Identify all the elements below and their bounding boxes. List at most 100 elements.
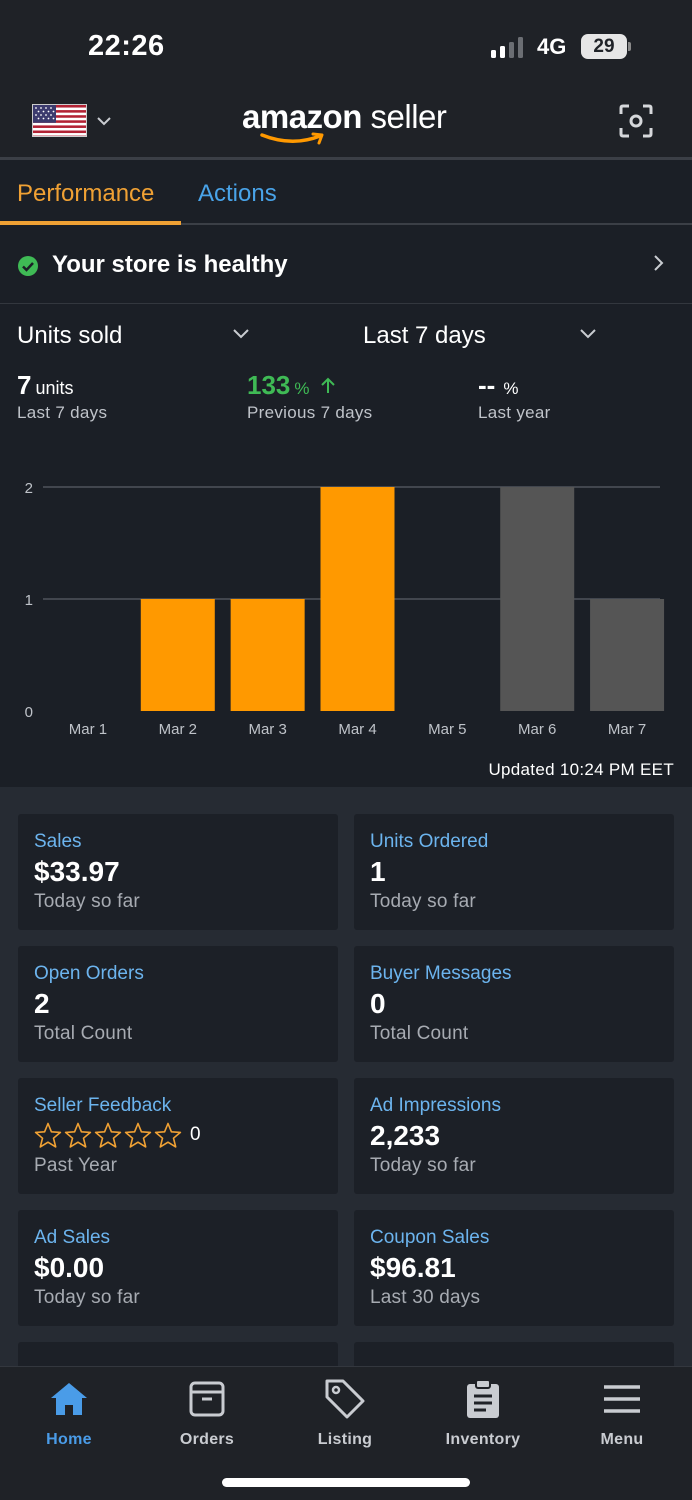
last-year-value: -- (478, 370, 496, 400)
x-tick-label: Mar 1 (69, 721, 107, 738)
tag-icon (295, 1373, 395, 1425)
status-bar: 22:26 4G 29 (0, 0, 692, 92)
chevron-down-icon[interactable] (232, 327, 250, 346)
orders-icon (157, 1373, 257, 1425)
tab-bar: Performance Actions (0, 160, 692, 226)
chevron-down-icon[interactable] (579, 327, 597, 346)
previous-change-value: 133 (247, 370, 291, 400)
y-tick-label: 0 (25, 704, 33, 721)
bar (230, 599, 305, 711)
status-time: 22:26 (88, 30, 165, 62)
card-ad-impressions[interactable]: Ad Impressions 2,233 Today so far (354, 1078, 674, 1194)
tab-performance[interactable]: Performance (17, 180, 155, 207)
card-value: 1 (370, 856, 386, 887)
card-units-ordered[interactable]: Units Ordered 1 Today so far (354, 814, 674, 930)
x-tick-label: Mar 7 (608, 721, 646, 738)
updated-timestamp: Updated 10:24 PM EET (488, 760, 674, 779)
star-icon (34, 1122, 62, 1148)
units-sold-chart: 0 1 2 Mar 1 Mar 2 Mar 3 Mar 4 Mar 5 Mar 6 Mar 7 (0, 470, 692, 750)
card-subtitle: Last 30 days (370, 1287, 481, 1308)
card-title: Coupon Sales (370, 1227, 490, 1248)
app-header: amazon seller (0, 92, 692, 157)
signal-strength-icon (491, 36, 523, 58)
card-title: Buyer Messages (370, 963, 512, 984)
nav-label: Listing (317, 1431, 373, 1448)
logo-suffix: seller (361, 98, 447, 135)
card-value: $96.81 (370, 1252, 456, 1283)
network-type: 4G (537, 34, 567, 59)
battery-level: 29 (593, 35, 615, 57)
nav-home[interactable]: Home (19, 1373, 119, 1449)
last-year-pct: % (503, 379, 519, 398)
card-title: Ad Sales (34, 1227, 111, 1248)
date-range-selector[interactable]: Last 7 days (363, 322, 486, 349)
amazon-seller-logo: amazon seller (242, 98, 452, 148)
nav-listing[interactable]: Listing (295, 1373, 395, 1449)
home-indicator[interactable] (222, 1478, 470, 1487)
card-subtitle: Total Count (370, 1023, 469, 1044)
battery-cap (628, 42, 631, 51)
bar (320, 487, 395, 711)
nav-orders[interactable]: Orders (157, 1373, 257, 1449)
card-buyer-messages[interactable]: Buyer Messages 0 Total Count (354, 946, 674, 1062)
star-icon (154, 1122, 182, 1148)
us-flag-icon[interactable] (32, 104, 87, 137)
card-title: Sales (34, 831, 82, 852)
card-subtitle: Today so far (370, 1155, 476, 1176)
card-value: 2,233 (370, 1120, 441, 1151)
previous-period-change: 133% (247, 370, 336, 401)
card-subtitle: Today so far (34, 891, 140, 912)
card-value: 2 (34, 988, 50, 1019)
bar (590, 599, 665, 711)
nav-label: Home (46, 1431, 92, 1448)
card-ad-sales[interactable]: Ad Sales $0.00 Today so far (18, 1210, 338, 1326)
previous-change-pct: % (294, 379, 310, 398)
feedback-count: 0 (190, 1124, 201, 1145)
card-value: $33.97 (34, 856, 120, 887)
card-title: Ad Impressions (370, 1095, 501, 1116)
card-title: Units Ordered (370, 831, 489, 852)
card-seller-feedback[interactable]: Seller Feedback 0 Past Year (18, 1078, 338, 1194)
nav-label: Orders (179, 1431, 235, 1448)
nav-label: Inventory (445, 1431, 521, 1448)
x-tick-label: Mar 5 (428, 721, 466, 738)
tab-actions[interactable]: Actions (198, 180, 277, 207)
clipboard-icon (433, 1373, 533, 1425)
last-year-label: Last year (478, 403, 551, 422)
metric-selector[interactable]: Units sold (17, 322, 123, 349)
units-sold-value: 7 units (17, 370, 74, 401)
previous-period-label: Previous 7 days (247, 403, 373, 422)
active-tab-indicator (0, 221, 181, 225)
x-tick-label: Mar 3 (248, 721, 286, 738)
home-icon (19, 1373, 119, 1425)
store-health-row[interactable]: Your store is healthy (0, 226, 692, 304)
bar (140, 599, 215, 711)
last-year-change: --% (478, 370, 518, 401)
card-open-orders[interactable]: Open Orders 2 Total Count (18, 946, 338, 1062)
units-unit: units (35, 378, 74, 398)
nav-menu[interactable]: Menu (572, 1373, 672, 1449)
scan-icon[interactable] (619, 104, 653, 143)
units-number: 7 (17, 370, 32, 400)
bottom-navigation: Home Orders Listing Inventory Menu (0, 1366, 692, 1500)
nav-inventory[interactable]: Inventory (433, 1373, 533, 1449)
star-icon (94, 1122, 122, 1148)
chevron-down-icon[interactable] (96, 114, 112, 132)
card-title: Seller Feedback (34, 1095, 172, 1116)
logo-brand: amazon (242, 98, 362, 135)
x-tick-label: Mar 4 (338, 721, 376, 738)
card-value: 0 (370, 988, 386, 1019)
summary-cards: Sales $33.97 Today so far Units Ordered … (0, 787, 692, 1372)
x-tick-label: Mar 6 (518, 721, 556, 738)
check-circle-icon (17, 255, 39, 282)
nav-label: Menu (600, 1431, 644, 1448)
bar (500, 487, 575, 711)
battery-icon: 29 (581, 34, 627, 59)
card-sales[interactable]: Sales $33.97 Today so far (18, 814, 338, 930)
star-icon (124, 1122, 152, 1148)
card-coupon-sales[interactable]: Coupon Sales $96.81 Last 30 days (354, 1210, 674, 1326)
chart-svg: 0 1 2 Mar 1 Mar 2 Mar 3 Mar 4 Mar 5 Mar 6 Mar 7 (25, 480, 665, 738)
card-subtitle: Today so far (34, 1287, 140, 1308)
arrow-up-icon (321, 377, 335, 393)
card-value: $0.00 (34, 1252, 105, 1283)
